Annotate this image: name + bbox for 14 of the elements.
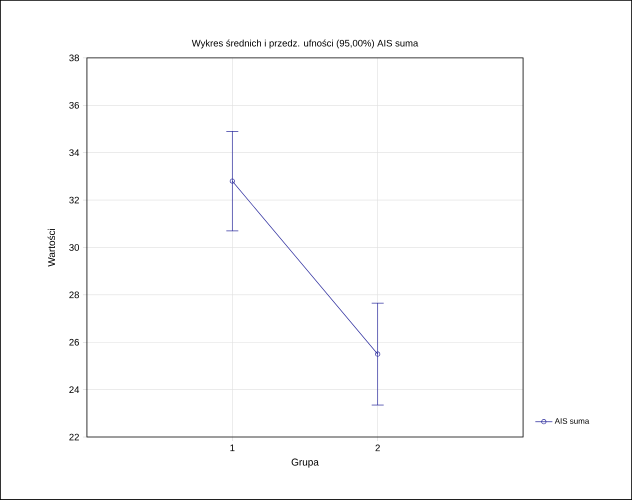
y-tick-label: 24 [69,386,80,393]
y-tick-label: 26 [69,338,79,346]
y-tick-label: 36 [69,102,79,109]
y-tick-label: 34 [69,149,80,156]
y-tick-label: 32 [69,196,79,204]
chart-title: Wykres średnich i przedz. ufności (95,00%) AIS suma [192,39,418,48]
y-tick-label: 22 [69,434,79,440]
y-tick-label: 30 [69,244,80,251]
y-axis-title: Wartości [48,228,56,267]
y-tick-label: 28 [69,292,79,298]
x-axis-title: Grupa [292,458,319,468]
x-tick-label: 2 [376,444,380,452]
x-tick-label: 1 [230,444,234,452]
y-tick-label: 38 [69,54,79,62]
